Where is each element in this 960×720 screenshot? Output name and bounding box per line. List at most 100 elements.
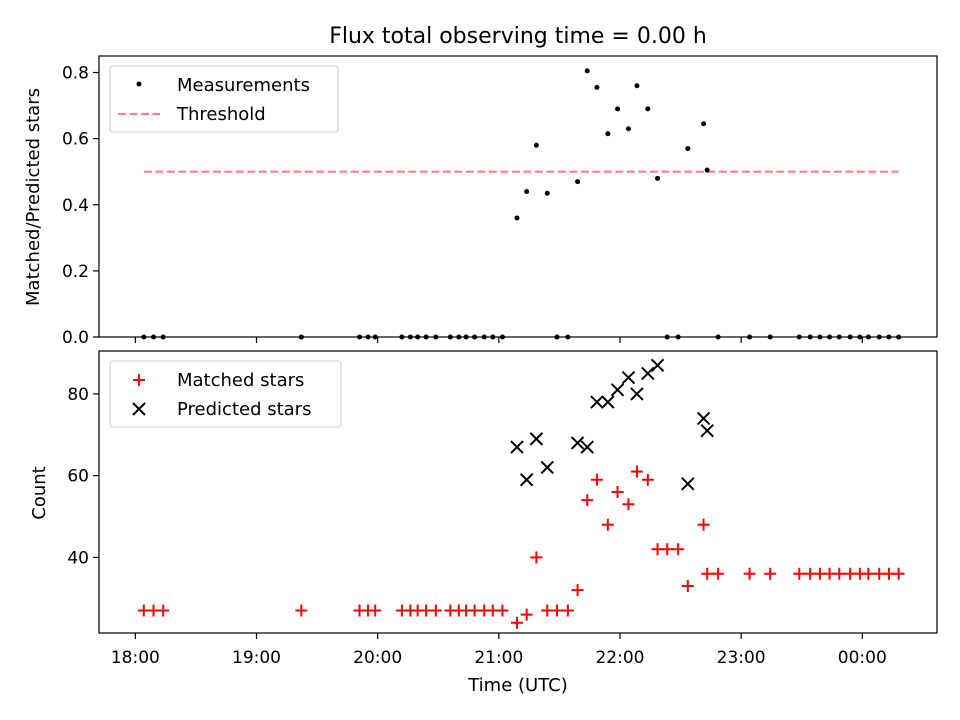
measurement-point	[645, 106, 651, 112]
matched-star-marker	[157, 604, 170, 617]
measurement-point	[655, 175, 661, 181]
measurement-point	[524, 189, 530, 195]
legend-predicted-marker	[132, 402, 146, 416]
matched-star-marker	[793, 567, 806, 580]
matched-star-marker	[641, 473, 654, 486]
matched-star-marker	[833, 567, 846, 580]
top-y-tick-label: 0.0	[62, 328, 89, 348]
top-legend-box	[109, 65, 339, 133]
predicted-star-marker	[601, 395, 615, 409]
bottom-legend-box	[109, 360, 342, 428]
measurement-point	[575, 179, 581, 185]
bottom-legend: Matched stars Predicted stars	[109, 360, 342, 428]
measurement-point	[625, 126, 631, 132]
bottom-panel: 40 60 80 18:00 19:00 20:00 21:00 22:00 23:00 00:…	[29, 350, 938, 696]
bottom-x-ticks: 18:00 19:00 20:00 21:00 22:00 23:00 00:00	[111, 633, 887, 668]
matched-star-marker	[571, 584, 584, 597]
chart-title: Flux total observing time = 0.00 h	[329, 24, 707, 49]
predicted-star-marker	[630, 387, 644, 401]
top-legend: Measurements Threshold	[109, 65, 339, 133]
bottom-y-axis-label: Count	[29, 466, 50, 519]
measurement-point	[701, 121, 707, 127]
matched-star-marker	[550, 604, 563, 617]
predicted-star-marker	[621, 370, 636, 385]
predicted-star-marker	[610, 383, 625, 397]
measurement-point	[584, 68, 590, 74]
legend-measurements-marker	[136, 81, 142, 87]
predicted-star-marker	[700, 423, 714, 438]
predicted-star-marker	[590, 395, 604, 409]
matched-star-marker	[369, 604, 382, 617]
matched-star-marker	[743, 567, 756, 580]
bottom-y-ticks: 40 60 80	[67, 385, 99, 568]
bottom-y-tick-label: 60	[67, 467, 89, 487]
top-y-tick-label: 0.2	[62, 262, 89, 282]
predicted-star-marker	[580, 440, 594, 454]
legend-measurements-label: Measurements	[177, 75, 310, 96]
legend-threshold-label: Threshold	[176, 104, 266, 125]
bottom-axes-frame	[98, 350, 938, 634]
x-tick-label: 18:00	[111, 648, 160, 668]
matched-star-marker	[697, 518, 710, 531]
bottom-y-tick-label: 40	[67, 548, 89, 568]
top-x-ticks	[134, 337, 863, 343]
x-axis-label: Time (UTC)	[467, 675, 568, 696]
matched-star-marker	[429, 604, 442, 617]
top-plot-area	[141, 68, 902, 340]
matched-star-marker	[764, 567, 777, 580]
matched-star-marker	[561, 604, 574, 617]
matched-star-marker	[590, 473, 603, 486]
matched-star-marker	[581, 494, 594, 507]
x-tick-label: 22:00	[595, 648, 644, 668]
top-panel: 0.00.20.40.60.8 Matched/Predicted stars …	[23, 55, 938, 348]
matched-star-marker	[622, 498, 635, 511]
matched-star-marker	[630, 465, 643, 478]
measurement-point	[533, 142, 539, 148]
predicted-star-marker	[510, 440, 524, 454]
matched-star-marker	[672, 543, 685, 556]
bottom-y-tick-label: 80	[67, 385, 89, 405]
measurement-point	[704, 167, 710, 173]
measurement-point	[685, 146, 691, 152]
top-y-tick-label: 0.8	[62, 64, 89, 84]
matched-star-marker	[712, 567, 725, 580]
matched-star-marker	[295, 604, 308, 617]
x-tick-label: 21:00	[474, 648, 523, 668]
matched-star-marker	[520, 608, 533, 621]
legend-matched-marker	[133, 374, 145, 386]
matched-star-marker	[611, 486, 624, 498]
matched-star-marker	[601, 518, 614, 531]
matched-star-marker	[661, 543, 674, 556]
x-tick-label: 23:00	[717, 648, 766, 668]
matched-star-marker	[892, 567, 905, 580]
measurement-point	[544, 190, 550, 196]
matched-star-marker	[701, 567, 714, 580]
top-axes-frame	[98, 55, 938, 338]
x-tick-label: 20:00	[353, 648, 402, 668]
top-y-axis-label: Matched/Predicted stars	[23, 88, 44, 306]
measurement-point	[634, 83, 640, 89]
predicted-star-marker	[540, 460, 554, 475]
matched-star-marker	[496, 604, 509, 617]
predicted-star-marker	[570, 436, 585, 450]
matched-star-marker	[681, 580, 694, 592]
x-tick-label: 19:00	[232, 648, 281, 668]
top-y-tick-label: 0.4	[62, 196, 89, 216]
predicted-star-marker	[650, 358, 665, 373]
legend-matched-label: Matched stars	[177, 370, 304, 391]
measurement-point	[605, 131, 611, 137]
predicted-star-marker	[696, 411, 711, 426]
top-y-tick-label: 0.6	[62, 130, 89, 150]
matched-star-marker	[862, 567, 875, 580]
predicted-star-marker	[519, 473, 534, 487]
x-tick-label: 00:00	[838, 648, 887, 668]
measurement-point	[594, 84, 600, 90]
measurement-point	[615, 106, 621, 112]
measurement-point	[514, 215, 520, 221]
matched-star-marker	[510, 616, 523, 629]
legend-predicted-label: Predicted stars	[177, 399, 311, 420]
predicted-star-marker	[681, 477, 695, 491]
predicted-star-marker	[529, 432, 544, 446]
top-y-ticks: 0.0 0.2 0.4 0.6 0.8	[62, 64, 99, 348]
